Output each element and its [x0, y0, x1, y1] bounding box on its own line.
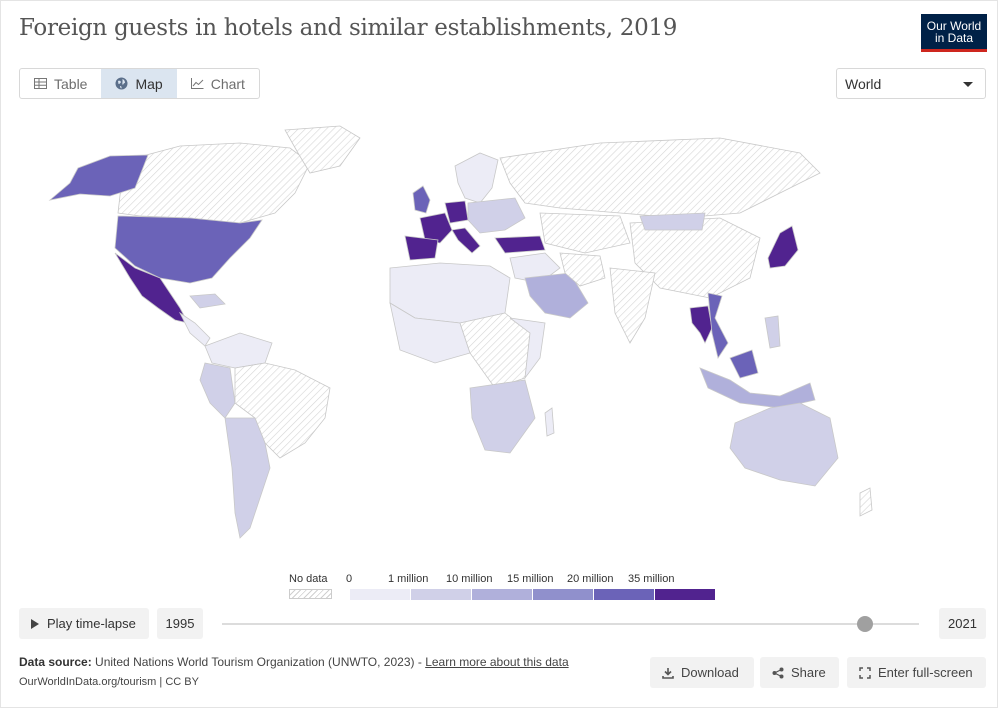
- fullscreen-button[interactable]: Enter full-screen: [847, 657, 986, 688]
- legend-bin-3[interactable]: [533, 589, 594, 600]
- logo-accent-bar: [921, 49, 987, 52]
- region-turkey[interactable]: [494, 235, 546, 254]
- region-peru-ecuador[interactable]: [199, 362, 236, 419]
- legend-tick-2: 10 million: [446, 573, 493, 585]
- region-eastern-europe[interactable]: [467, 197, 526, 234]
- timeline-handle[interactable]: [857, 616, 874, 632]
- region-vietnam[interactable]: [707, 292, 729, 359]
- learn-more-link[interactable]: Learn more about this data: [425, 655, 569, 669]
- tab-map[interactable]: Map: [101, 69, 177, 98]
- globe-icon: [115, 77, 128, 90]
- play-timelapse-label: Play time-lapse: [47, 616, 136, 631]
- region-china[interactable]: [629, 217, 761, 299]
- source-label: Data source:: [19, 655, 92, 669]
- region-iran[interactable]: [559, 252, 606, 287]
- region-madagascar[interactable]: [544, 407, 555, 437]
- tab-table[interactable]: Table: [20, 69, 101, 98]
- legend-tick-3: 15 million: [507, 573, 554, 585]
- region-brazil[interactable]: [234, 362, 331, 459]
- region-thailand[interactable]: [689, 305, 713, 344]
- region-indonesia[interactable]: [699, 367, 816, 409]
- region-france[interactable]: [419, 212, 453, 244]
- region-italy[interactable]: [451, 227, 481, 254]
- region-alaska[interactable]: [48, 154, 149, 201]
- legend-no-data-swatch: [289, 589, 332, 599]
- owid-logo[interactable]: Our World in Data: [921, 14, 987, 52]
- region-malaysia[interactable]: [729, 349, 759, 379]
- tab-table-label: Table: [54, 75, 88, 92]
- region-philippines[interactable]: [764, 315, 781, 349]
- download-icon: [662, 667, 674, 679]
- region-canada[interactable]: [117, 142, 311, 224]
- legend-bin-1[interactable]: [411, 589, 472, 600]
- share-icon: [772, 667, 784, 678]
- share-label: Share: [791, 665, 826, 680]
- legend-tick-5: 35 million: [628, 573, 675, 585]
- logo-line-2: in Data: [934, 31, 974, 45]
- fullscreen-label: Enter full-screen: [878, 665, 973, 680]
- region-japan[interactable]: [767, 225, 799, 269]
- data-source-line: Data source: United Nations World Touris…: [19, 655, 569, 669]
- page-title: Foreign guests in hotels and similar est…: [19, 15, 678, 41]
- legend-tick-1: 1 million: [388, 573, 429, 585]
- legend-bin-2[interactable]: [472, 589, 533, 600]
- region-united-kingdom[interactable]: [412, 185, 431, 214]
- tab-chart[interactable]: Chart: [177, 69, 259, 98]
- region-united-states[interactable]: [114, 215, 263, 284]
- start-year-label: 1995: [165, 616, 195, 631]
- tab-map-label: Map: [135, 75, 163, 92]
- region-central-asia[interactable]: [539, 212, 631, 254]
- region-scandinavia[interactable]: [454, 152, 499, 204]
- table-icon: [34, 78, 47, 89]
- region-greenland[interactable]: [284, 125, 361, 174]
- share-button[interactable]: Share: [760, 657, 839, 688]
- region-spain[interactable]: [404, 235, 439, 261]
- download-button[interactable]: Download: [650, 657, 754, 688]
- legend-tick-0: 0: [346, 573, 353, 585]
- legend-bin-0[interactable]: [350, 589, 411, 600]
- region-russia[interactable]: [499, 137, 821, 219]
- region-select[interactable]: World: [836, 68, 986, 99]
- start-year-box[interactable]: 1995: [157, 608, 203, 639]
- legend-color-bar: [350, 589, 716, 600]
- legend-tick-4: 20 million: [567, 573, 614, 585]
- legend-bin-4[interactable]: [594, 589, 655, 600]
- region-east-africa[interactable]: [509, 317, 546, 380]
- view-tabs: Table Map Chart: [19, 68, 260, 99]
- legend-no-data-label: No data: [289, 573, 328, 585]
- download-label: Download: [681, 665, 739, 680]
- chevron-down-icon: [963, 82, 973, 87]
- region-southern-africa[interactable]: [469, 379, 536, 454]
- tab-chart-label: Chart: [210, 75, 245, 92]
- end-year-box[interactable]: 2021: [939, 608, 986, 639]
- region-select-value: World: [845, 76, 882, 92]
- source-text: United Nations World Tourism Organizatio…: [95, 655, 422, 669]
- timeline-track[interactable]: [222, 623, 919, 625]
- play-timelapse-button[interactable]: Play time-lapse: [19, 608, 149, 639]
- region-caribbean[interactable]: [189, 293, 226, 309]
- region-india[interactable]: [609, 267, 656, 344]
- source-url[interactable]: OurWorldInData.org/tourism | CC BY: [19, 676, 199, 688]
- world-map: [48, 125, 873, 539]
- logo-line-1: Our World: [926, 19, 982, 33]
- region-new-zealand[interactable]: [859, 487, 873, 517]
- region-mongolia[interactable]: [639, 212, 706, 231]
- play-icon: [31, 618, 39, 629]
- chart-icon: [190, 78, 204, 89]
- legend-bin-5[interactable]: [655, 589, 716, 600]
- legend-arrow-icon: [706, 589, 715, 600]
- expand-icon: [859, 666, 871, 679]
- end-year-label: 2021: [948, 616, 977, 631]
- region-germany[interactable]: [444, 200, 469, 224]
- region-colombia-venezuela[interactable]: [204, 332, 273, 369]
- region-australia[interactable]: [729, 402, 839, 487]
- region-central-america[interactable]: [178, 311, 211, 347]
- region-argentina-chile[interactable]: [224, 417, 271, 539]
